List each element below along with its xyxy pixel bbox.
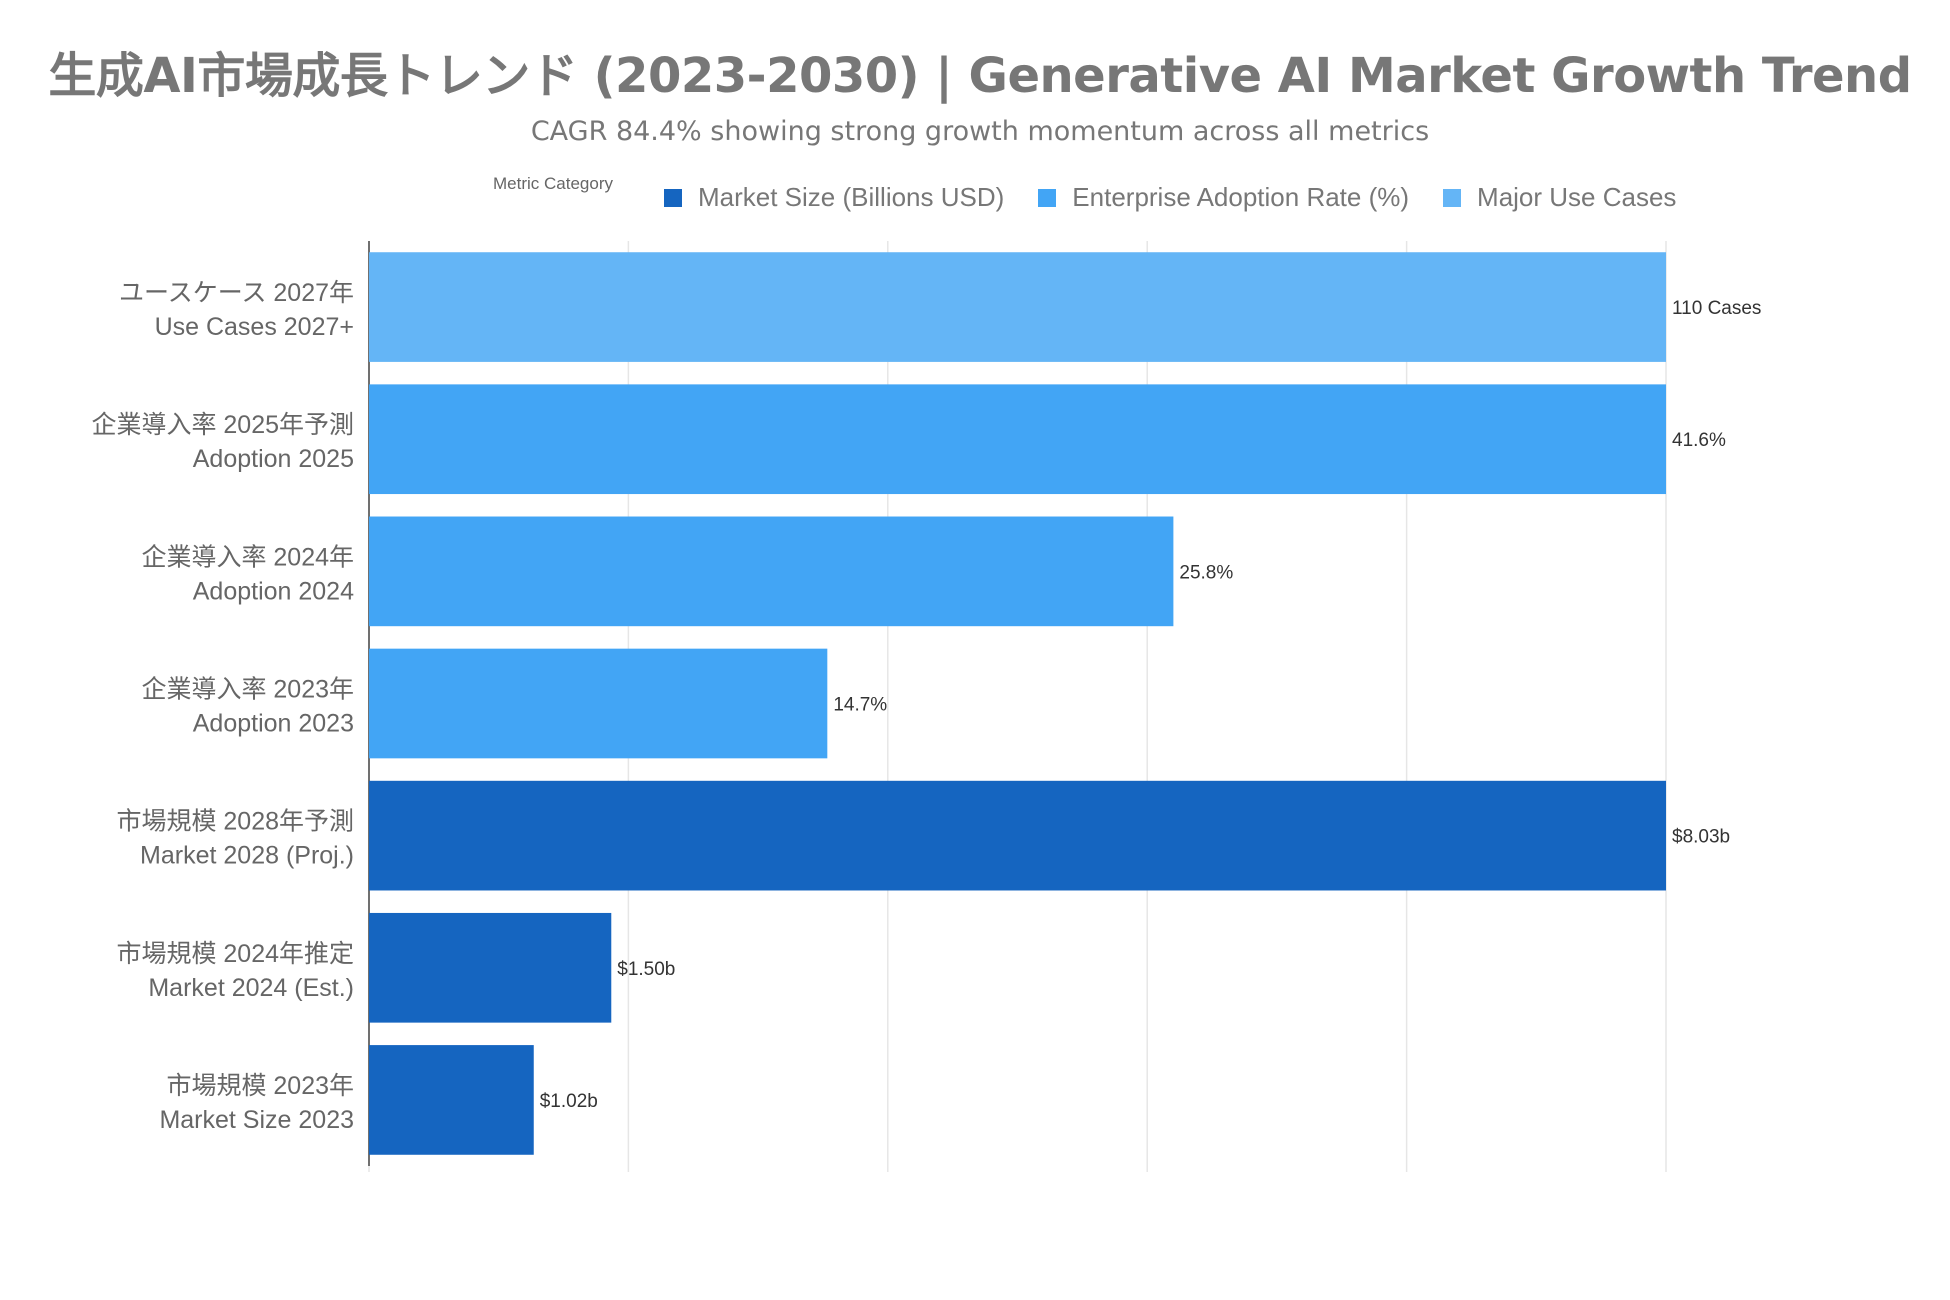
data-label: 41.6%	[1672, 430, 1726, 451]
y-tick-label-en: Adoption 2025	[193, 445, 354, 473]
y-tick-label-en: Adoption 2023	[193, 710, 354, 738]
data-label: 110 Cases	[1672, 298, 1761, 319]
bar[interactable]	[369, 516, 1174, 627]
y-tick-label-jp: 市場規模 2028年予測	[116, 808, 354, 836]
y-tick-label-jp: ユースケース 2027年	[119, 279, 354, 307]
legend-swatch	[1443, 188, 1462, 207]
legend-title: Metric Category	[493, 174, 613, 193]
bar[interactable]	[369, 780, 1666, 891]
legend-label: Market Size (Billions USD)	[698, 182, 1005, 212]
legend-swatch	[1038, 188, 1057, 207]
legend-item-market-size[interactable]: Market Size (Billions USD)	[664, 182, 1004, 213]
y-tick-label-jp: 企業導入率 2025年予測	[91, 411, 354, 439]
legend-label: Enterprise Adoption Rate (%)	[1072, 182, 1410, 212]
bar[interactable]	[369, 1045, 534, 1155]
bar[interactable]	[369, 384, 1666, 495]
y-tick-label-jp: 企業導入率 2024年	[141, 543, 354, 571]
y-tick-label-en: Market 2024 (Est.)	[148, 974, 354, 1002]
data-label: $8.03b	[1672, 827, 1730, 848]
y-tick-label-jp: 市場規模 2024年推定	[116, 940, 354, 968]
bar[interactable]	[369, 252, 1666, 362]
legend-label: Major Use Cases	[1477, 182, 1677, 212]
y-tick-label-en: Adoption 2024	[193, 577, 354, 605]
y-tick-label-en: Market Size 2023	[159, 1106, 354, 1134]
legend: Market Size (Billions USD) Enterprise Ad…	[664, 182, 1676, 213]
legend-item-adoption-rate[interactable]: Enterprise Adoption Rate (%)	[1038, 182, 1409, 213]
data-label: $1.50b	[617, 959, 675, 980]
y-tick-label-en: Market 2028 (Proj.)	[140, 842, 354, 870]
bar[interactable]	[369, 912, 612, 1023]
data-label: $1.02b	[540, 1091, 598, 1112]
y-tick-label-en: Use Cases 2027+	[155, 313, 354, 341]
legend-item-use-cases[interactable]: Major Use Cases	[1443, 182, 1676, 213]
legend-swatch	[664, 188, 682, 207]
data-label: 25.8%	[1179, 562, 1233, 583]
y-tick-label-jp: 企業導入率 2023年	[141, 676, 354, 704]
chart-title: 生成AI市場成長トレンド (2023-2030) | Generative AI…	[48, 48, 1912, 104]
data-label: 14.7%	[833, 695, 887, 716]
chart-subtitle: CAGR 84.4% showing strong growth momentu…	[530, 116, 1430, 147]
y-tick-label-jp: 市場規模 2023年	[166, 1072, 354, 1100]
bar[interactable]	[369, 648, 828, 759]
